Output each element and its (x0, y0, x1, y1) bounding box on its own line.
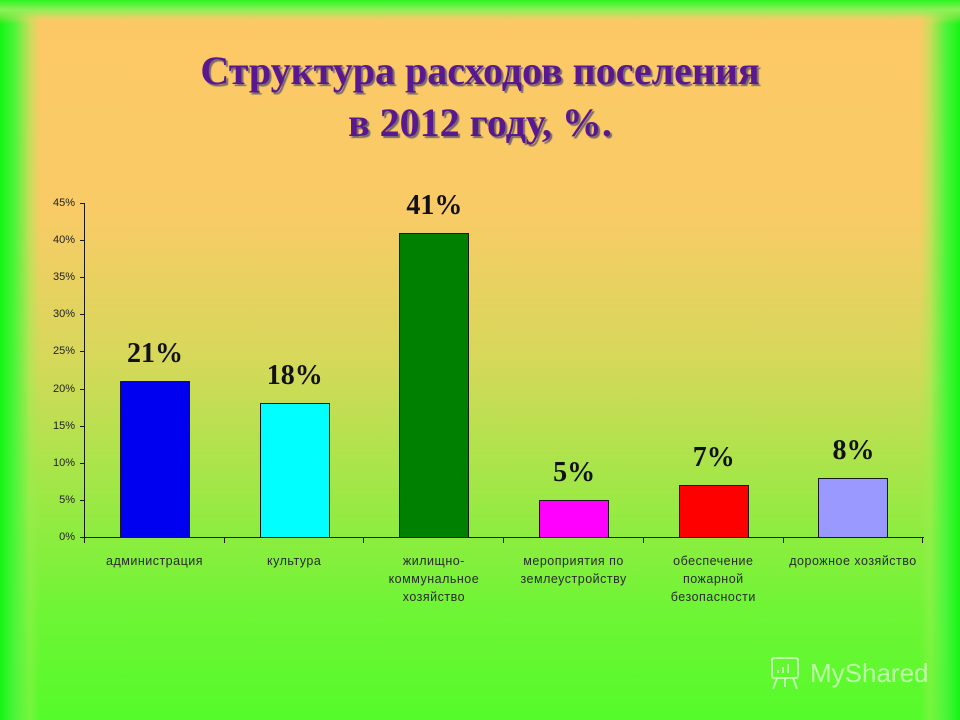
category-label: администрация (106, 554, 203, 568)
data-label: 18% (266, 360, 323, 392)
y-axis (84, 203, 85, 541)
y-tick-label: 30% (52, 308, 75, 321)
y-tick-mark (80, 277, 85, 279)
y-tick-label: 25% (52, 345, 75, 358)
y-tick-label: 40% (52, 234, 75, 247)
data-label: 21% (127, 338, 183, 370)
category-label: дорожное хозяйство (789, 554, 917, 568)
y-tick-label: 5% (59, 493, 75, 506)
x-tick-mark (922, 537, 924, 543)
category-label: мероприятия по землеустройству (520, 554, 627, 586)
y-tick-label: 10% (52, 456, 75, 469)
y-tick-label: 0% (59, 531, 75, 543)
data-label: 7% (692, 442, 735, 474)
category-label: культура (267, 554, 322, 568)
data-label: 41% (406, 189, 463, 221)
y-tick-mark (80, 537, 85, 538)
data-label: 5% (553, 456, 596, 488)
chart-title-line2: в 2012 году, %. (348, 100, 612, 145)
chart-title-line1: Структура расходов поселения (200, 48, 760, 93)
category-label: обеспечение пожарной безопасности (670, 554, 756, 604)
bar (119, 381, 190, 538)
y-tick-mark (80, 240, 85, 242)
bar (399, 232, 470, 538)
green-frame-top (0, 0, 960, 24)
green-frame-left (0, 0, 40, 720)
x-tick-mark (782, 537, 784, 543)
data-label: 8% (832, 434, 875, 466)
x-tick-mark (363, 537, 365, 543)
bar (678, 485, 749, 538)
green-frame-right (920, 0, 960, 720)
x-tick-mark (642, 537, 644, 543)
y-tick-label: 15% (52, 419, 75, 432)
y-tick-label: 45% (52, 197, 75, 209)
y-tick-mark (80, 203, 85, 204)
x-tick-mark (84, 537, 85, 543)
bar (538, 499, 609, 538)
watermark: MyShared (768, 655, 929, 691)
x-tick-mark (223, 537, 225, 543)
y-tick-mark (80, 388, 85, 390)
y-tick-mark (80, 462, 85, 464)
y-tick-label: 20% (52, 382, 75, 395)
watermark-label: MyShared (810, 657, 929, 688)
y-tick-mark (80, 351, 85, 353)
bar (259, 403, 330, 538)
bar (818, 477, 889, 538)
presentation-board-icon (771, 657, 799, 690)
y-tick-mark (80, 314, 85, 316)
y-tick-mark (80, 425, 85, 427)
y-tick-mark (80, 499, 85, 501)
x-tick-mark (503, 537, 505, 543)
y-tick-label: 35% (52, 271, 75, 284)
category-label: жилищно-коммунальное хозяйство (388, 554, 480, 604)
